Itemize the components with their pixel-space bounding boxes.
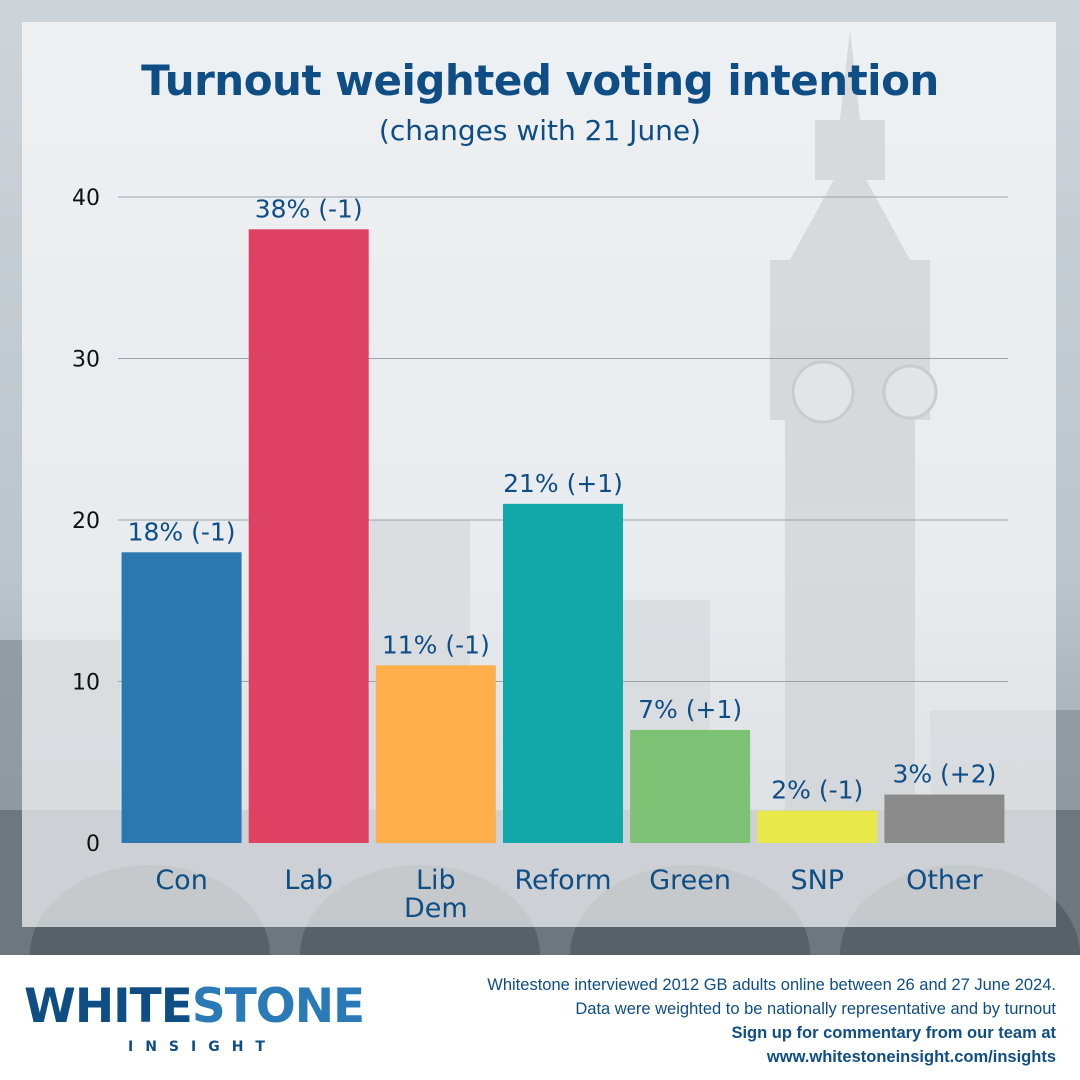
data-label: 18% (-1) <box>128 517 236 546</box>
bar <box>884 794 1005 843</box>
methodology-line-2: Data were weighted to be nationally repr… <box>575 1000 1056 1018</box>
website-link[interactable]: www.whitestoneinsight.com/insights <box>766 1048 1056 1066</box>
x-tick-label: Reform <box>514 865 611 896</box>
bar <box>375 665 496 843</box>
bar <box>503 503 623 843</box>
chart-title: Turnout weighted voting intention <box>141 56 939 105</box>
whitestone-logo: WHITESTONE <box>24 983 365 1030</box>
x-tick-label: Lab <box>284 865 333 896</box>
signup-cta: Sign up for commentary from our team at <box>731 1024 1056 1042</box>
data-label: 2% (-1) <box>771 776 863 805</box>
methodology-note: Whitestone interviewed 2012 GB adults on… <box>416 973 1056 1069</box>
logo-word-stone: STONE <box>191 979 365 1034</box>
y-tick-label: 20 <box>72 509 100 534</box>
x-tick-label: Dem <box>404 893 468 924</box>
x-tick-label: Other <box>906 865 984 896</box>
chart-subtitle: (changes with 21 June) <box>378 114 702 147</box>
x-tick-label: Green <box>649 865 731 896</box>
logo-word-white: WHITE <box>24 979 193 1034</box>
bar <box>757 810 878 843</box>
data-label: 7% (+1) <box>638 695 742 724</box>
data-label: 38% (-1) <box>255 194 363 223</box>
y-tick-label: 10 <box>72 671 100 696</box>
data-label: 21% (+1) <box>503 469 623 498</box>
x-tick-label: Con <box>155 865 207 896</box>
footer: WHITESTONE INSIGHT Whitestone interviewe… <box>0 955 1080 1080</box>
bar <box>121 552 242 843</box>
data-label: 3% (+2) <box>892 760 996 789</box>
y-tick-label: 0 <box>86 832 100 857</box>
y-tick-label: 40 <box>72 186 100 211</box>
bar <box>630 729 751 843</box>
logo-subtitle: INSIGHT <box>128 1039 277 1055</box>
x-tick-label: SNP <box>790 865 844 896</box>
data-label: 11% (-1) <box>382 630 490 659</box>
bar-chart: 0 10 20 30 40 18% (-1) Con 38% (-1) Lab 11% (-1) L… <box>72 186 1008 924</box>
bar <box>248 229 369 844</box>
methodology-line-1: Whitestone interviewed 2012 GB adults on… <box>487 976 1056 994</box>
x-tick-label: Lib <box>416 865 456 896</box>
y-tick-label: 30 <box>72 348 100 373</box>
